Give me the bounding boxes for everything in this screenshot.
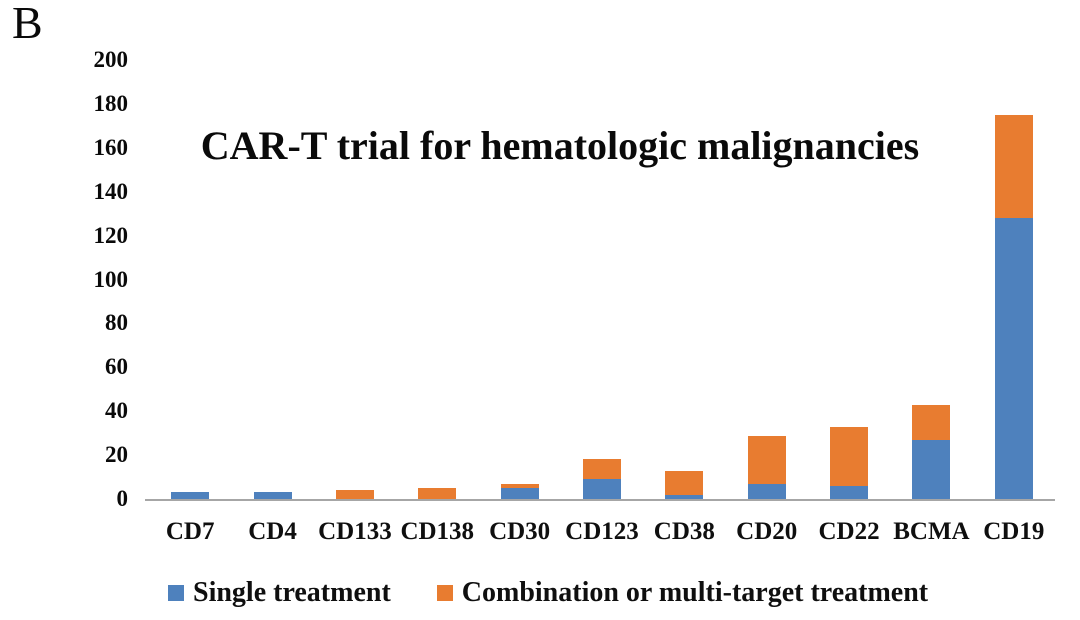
legend-item-single: Single treatment <box>168 577 391 609</box>
bar-slot-cd19 <box>973 60 1055 499</box>
bar-slot-cd4 <box>231 60 313 499</box>
stacked-bar-cd138 <box>418 488 457 499</box>
bar-segment-single <box>171 492 210 499</box>
bar-segment-single <box>582 479 621 499</box>
stacked-bar-bcma <box>912 405 951 499</box>
x-category-label-cd38: CD38 <box>653 518 715 545</box>
y-axis: 0 20 40 60 80 100 120 140 160 180 200 <box>0 0 129 620</box>
bar-segment-combination <box>912 405 951 440</box>
stacked-bar-cd133 <box>335 490 374 499</box>
bar-segment-single <box>994 218 1033 499</box>
x-category-label-cd7: CD7 <box>165 518 215 545</box>
bar-slot-cd20 <box>726 60 808 499</box>
y-tick-label: 20 <box>105 442 128 468</box>
bar-segment-combination <box>747 436 786 484</box>
y-tick-label: 80 <box>105 310 128 336</box>
bar-slot-cd133 <box>314 60 396 499</box>
stacked-bar-cd123 <box>582 459 621 499</box>
bar-segment-combination <box>582 459 621 479</box>
x-category-label-cd138: CD138 <box>400 518 475 545</box>
y-tick-label: 200 <box>93 47 129 72</box>
panel-label: B <box>12 0 43 48</box>
x-category-label-cd4: CD4 <box>248 518 297 545</box>
bar-segment-single <box>912 440 951 499</box>
y-tick-label: 120 <box>93 222 129 248</box>
chart-title: CAR-T trial for hematologic malignancies <box>200 123 920 168</box>
x-category-label-cd20: CD20 <box>736 518 798 545</box>
stacked-bar-cd7 <box>171 492 210 499</box>
stacked-bar-cd30 <box>500 484 539 499</box>
x-category-label-cd123: CD123 <box>565 518 639 545</box>
legend-label: Single treatment <box>193 577 391 608</box>
bar-segment-single <box>253 492 292 499</box>
legend-item-combination: Combination or multi-target treatment <box>436 577 929 609</box>
y-tick-label: 100 <box>93 266 129 292</box>
y-tick-label: 40 <box>105 398 128 424</box>
legend-label: Combination or multi-target treatment <box>461 577 929 608</box>
legend-swatch-icon <box>436 585 453 601</box>
stacked-bar-cd4 <box>253 492 292 499</box>
stacked-bar-cd38 <box>665 471 704 499</box>
y-tick-label: 60 <box>105 354 128 380</box>
y-tick-label: 160 <box>93 134 129 160</box>
bar-segment-single <box>500 488 539 499</box>
bar-segment-combination <box>335 490 374 499</box>
x-category-label-cd19: CD19 <box>983 518 1045 545</box>
bar-slot-bcma <box>890 60 972 499</box>
legend: Single treatment Combination or multi-tar… <box>168 576 928 610</box>
bar-segment-combination <box>830 427 869 486</box>
stacked-bar-cd22 <box>830 427 869 499</box>
x-category-label-cd30: CD30 <box>489 518 551 545</box>
bar-slot-cd138 <box>396 60 478 499</box>
x-category-label-cd22: CD22 <box>818 518 880 545</box>
stacked-bar-cd19 <box>994 115 1033 499</box>
bar-segment-combination <box>665 471 704 495</box>
stacked-bar-cd20 <box>747 436 786 499</box>
y-tick-label: 140 <box>93 178 129 204</box>
bar-segment-single <box>665 495 704 499</box>
plot-area <box>149 60 1055 499</box>
bar-slot-cd22 <box>808 60 890 499</box>
bar-slot-cd38 <box>643 60 725 499</box>
x-axis-line <box>145 499 1055 501</box>
bar-segment-single <box>747 484 786 499</box>
bar-slot-cd123 <box>561 60 643 499</box>
bar-slot-cd30 <box>478 60 560 499</box>
y-tick-label: 0 <box>116 486 129 511</box>
bar-segment-combination <box>418 488 457 499</box>
bar-slot-cd7 <box>149 60 231 499</box>
x-category-label-bcma: BCMA <box>893 518 970 545</box>
legend-swatch-icon <box>168 585 184 601</box>
y-tick-label: 180 <box>93 90 129 116</box>
bar-segment-single <box>830 486 869 499</box>
x-axis-labels: CD7 CD4 CD133 CD138 CD30 CD123 CD38 CD20 CD22 BCM… <box>149 518 1055 546</box>
bar-segment-combination <box>994 115 1033 218</box>
bar-segment-combination <box>500 484 539 488</box>
x-category-label-cd133: CD133 <box>318 518 392 545</box>
